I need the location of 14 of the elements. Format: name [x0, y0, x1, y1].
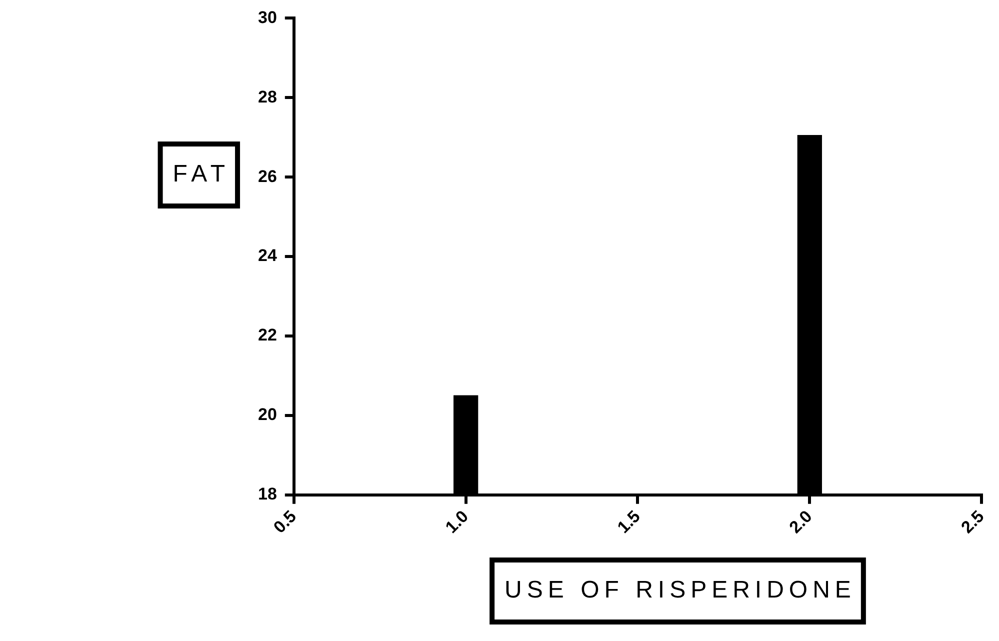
x-tick-label: 2.0: [786, 506, 816, 537]
x-tick-label: 0.5: [270, 506, 300, 537]
x-tick-label: 2.5: [958, 506, 988, 537]
x-tick-label: 1.5: [614, 506, 644, 537]
y-tick-label: 22: [258, 326, 277, 345]
y-tick-label: 20: [258, 405, 277, 424]
y-tick-label: 30: [258, 8, 277, 27]
y-tick-label: 24: [258, 246, 278, 266]
y-tick-label: 18: [258, 484, 277, 504]
x-tick-label: 1.0: [442, 506, 472, 537]
x-axis-title: USE OF RISPERIDONE: [504, 576, 856, 604]
y-axis-title: FAT: [172, 160, 230, 188]
y-tick-label: 28: [258, 87, 277, 106]
y-tick-label: 26: [258, 166, 277, 186]
